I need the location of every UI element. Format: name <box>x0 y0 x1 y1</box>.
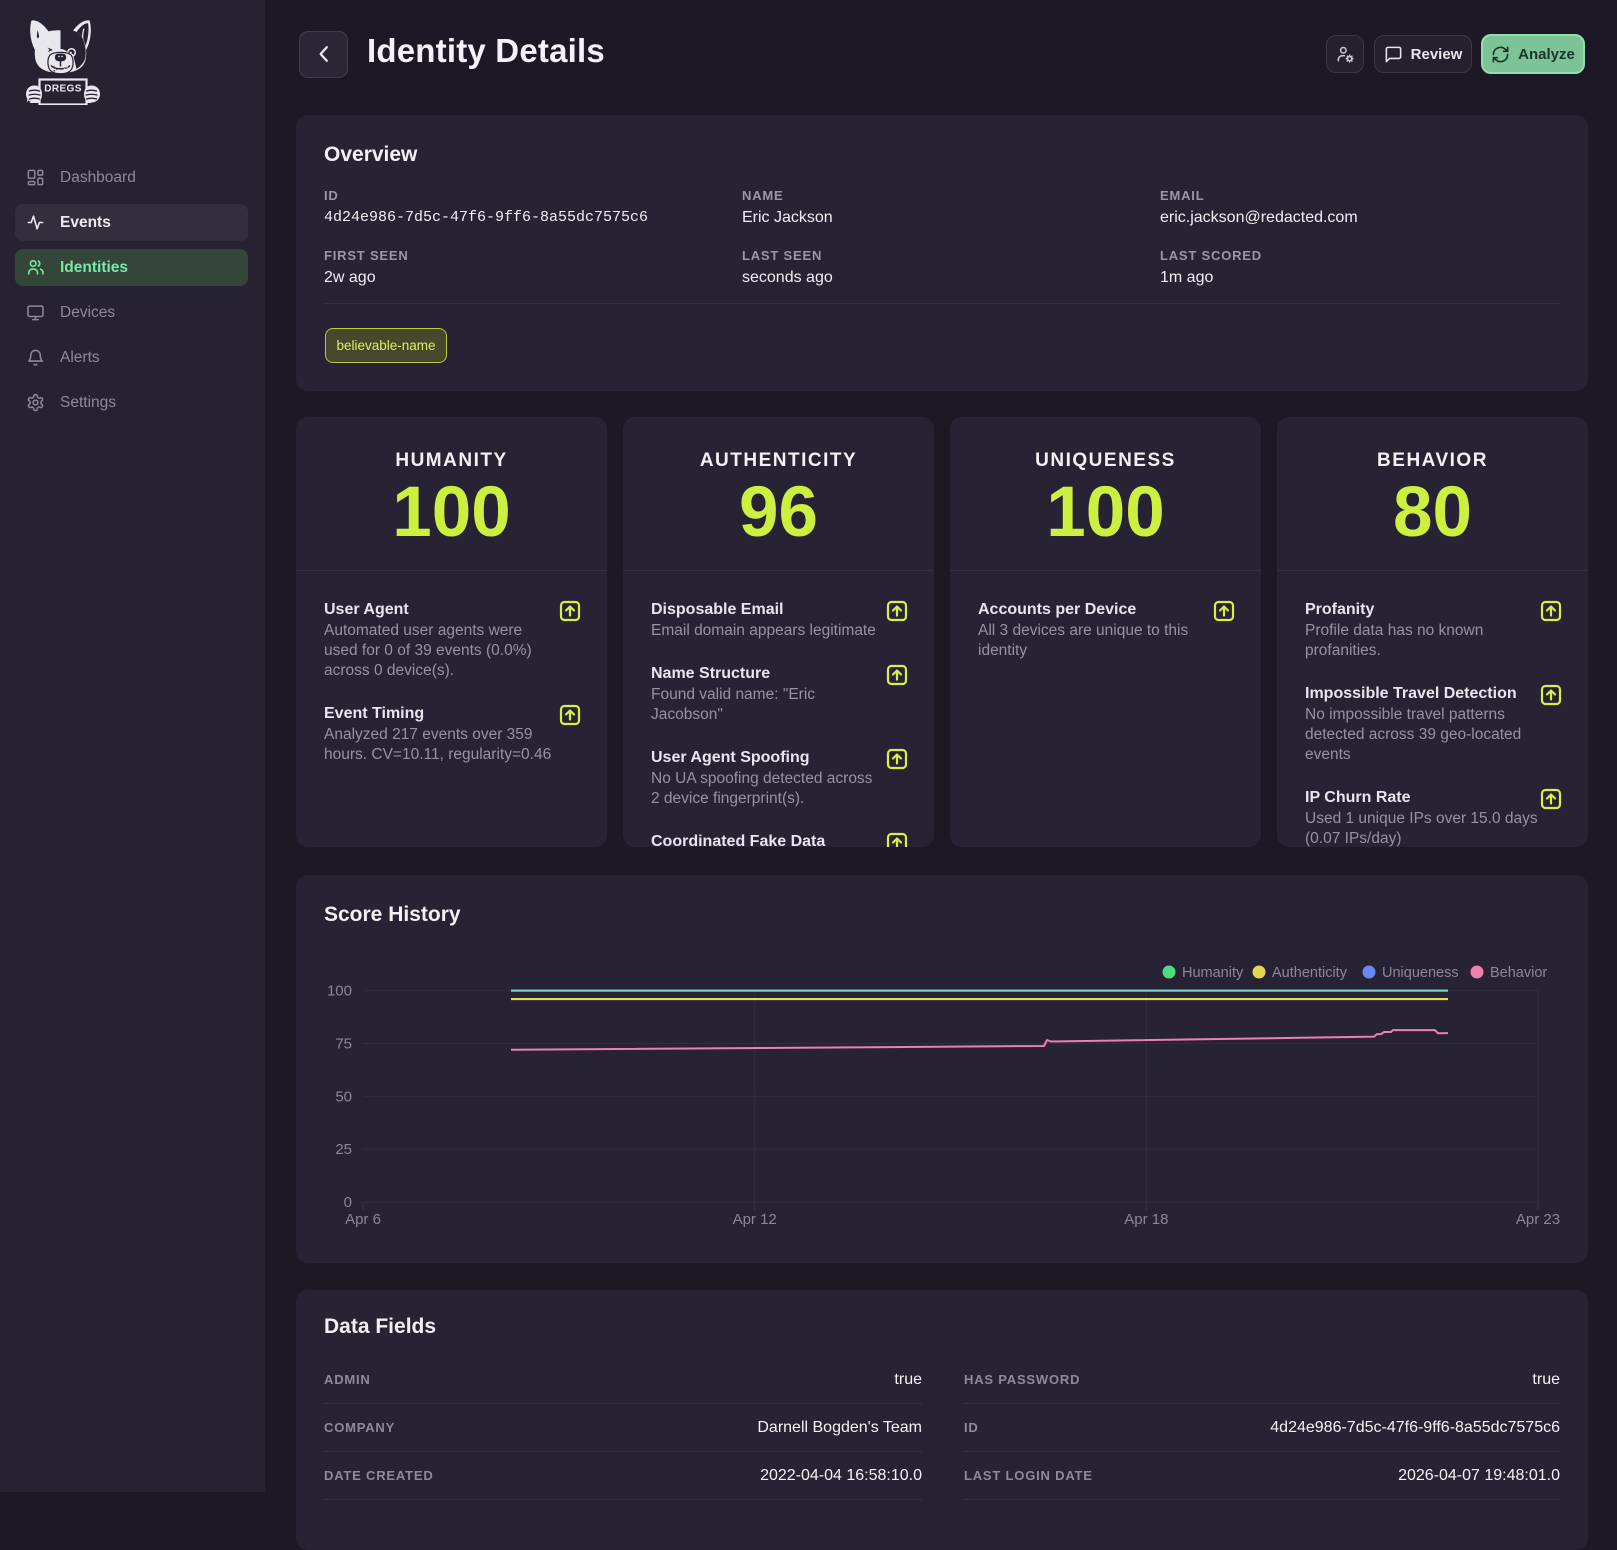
svg-text:Apr 6: Apr 6 <box>345 1211 381 1228</box>
svg-text:Authenticity: Authenticity <box>1272 965 1348 981</box>
svg-text:0: 0 <box>344 1194 352 1211</box>
svg-text:Humanity: Humanity <box>1182 965 1244 981</box>
svg-text:Apr 23: Apr 23 <box>1516 1211 1560 1228</box>
svg-text:25: 25 <box>335 1141 352 1158</box>
svg-text:75: 75 <box>335 1035 352 1052</box>
svg-text:Apr 18: Apr 18 <box>1124 1211 1168 1228</box>
svg-text:Apr 12: Apr 12 <box>733 1211 777 1228</box>
svg-text:Behavior: Behavior <box>1490 965 1547 981</box>
svg-text:50: 50 <box>335 1088 352 1105</box>
svg-text:100: 100 <box>327 983 352 1000</box>
svg-text:DREGS: DREGS <box>44 84 82 95</box>
svg-text:Uniqueness: Uniqueness <box>1382 965 1459 981</box>
